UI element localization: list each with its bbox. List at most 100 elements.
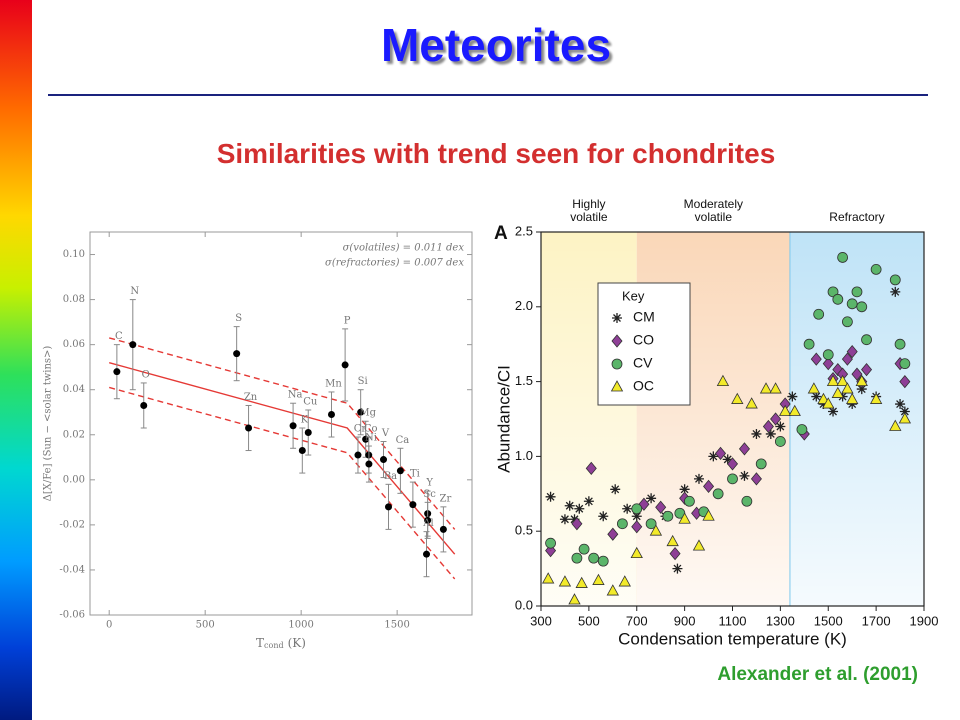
marker: [571, 517, 583, 531]
marker: [841, 382, 854, 394]
point-label: Co: [364, 424, 378, 435]
x-tick-label: 1300: [766, 613, 795, 628]
marker: [842, 316, 853, 328]
marker: [846, 392, 859, 404]
point-label: Sc: [423, 489, 436, 500]
x-tick-label: 1700: [862, 613, 891, 628]
marker: [788, 404, 801, 416]
marker: [895, 399, 906, 410]
point-label: K: [301, 415, 309, 426]
marker: [811, 391, 822, 402]
marker: [662, 510, 674, 522]
fit-line: [109, 386, 456, 580]
marker: [646, 493, 657, 504]
x-tick-label: 1100: [719, 613, 747, 628]
marker: [837, 252, 849, 263]
legend-label: OC: [633, 378, 654, 394]
point-label: Y: [425, 478, 433, 489]
marker: [574, 503, 585, 514]
region-label: Highly: [572, 197, 605, 211]
marker: [559, 514, 570, 525]
y-tick-label: -0.02: [59, 519, 85, 530]
legend-label: CM: [633, 309, 655, 325]
marker: [810, 352, 822, 366]
marker: [870, 263, 882, 275]
marker: [751, 428, 762, 439]
marker: [571, 552, 583, 564]
point: [439, 525, 447, 533]
point-label: O: [142, 369, 150, 380]
legend-marker: [612, 313, 622, 323]
marker: [745, 397, 758, 409]
marker: [899, 406, 910, 417]
marker: [851, 367, 863, 381]
y-tick-label: 1.5: [515, 373, 533, 388]
marker: [606, 584, 619, 596]
y-tick-label: 0.10: [63, 249, 85, 260]
marker: [741, 495, 753, 507]
marker: [796, 424, 808, 435]
marker: [898, 412, 912, 424]
slide-title: Meteorites: [380, 19, 612, 71]
marker: [630, 546, 643, 559]
legend-marker: [611, 334, 623, 348]
y-tick-label: 0.02: [63, 429, 85, 440]
marker: [818, 399, 829, 410]
point: [354, 451, 362, 459]
point-label: Na: [288, 390, 303, 401]
x-tick-label: 1500: [814, 613, 843, 628]
point-label: Mg: [359, 408, 376, 419]
marker: [889, 274, 901, 286]
marker: [762, 419, 774, 434]
marker: [616, 518, 628, 530]
y-tick-label: -0.04: [59, 564, 85, 575]
fit-line: [109, 361, 456, 555]
marker: [622, 503, 633, 514]
point: [396, 467, 404, 475]
marker: [588, 552, 600, 564]
annotation: σ(volatiles) = 0.011 dex: [343, 243, 465, 254]
marker: [564, 500, 575, 511]
marker: [631, 511, 642, 522]
marker: [693, 473, 704, 484]
point: [384, 503, 392, 511]
point: [113, 368, 121, 376]
marker: [655, 500, 667, 514]
marker: [666, 534, 679, 547]
point-label: Zr: [440, 493, 452, 504]
point: [365, 460, 373, 468]
marker: [727, 473, 738, 485]
point: [357, 408, 365, 416]
marker: [678, 512, 691, 524]
marker: [679, 484, 690, 495]
region-label: volatile: [570, 210, 608, 224]
y-tick-label: 0.0: [515, 597, 533, 612]
point: [362, 435, 370, 443]
marker: [631, 503, 643, 515]
annotation: σ(refractories) = 0.007 dex: [325, 258, 464, 269]
point-label: P: [344, 315, 351, 326]
marker: [846, 298, 858, 310]
marker: [558, 575, 572, 587]
point: [245, 424, 253, 432]
marker: [774, 436, 786, 447]
marker: [575, 576, 588, 588]
y-tick-label: 0.04: [63, 384, 85, 395]
marker: [542, 572, 555, 584]
point-label: N: [130, 286, 139, 297]
point-label: Zn: [244, 392, 258, 403]
marker: [803, 338, 815, 350]
panel-label: A: [494, 223, 508, 244]
marker: [610, 484, 621, 495]
point: [341, 361, 349, 369]
marker: [851, 286, 863, 298]
marker: [726, 457, 739, 471]
legend-marker: [610, 380, 624, 392]
color-bar: [0, 0, 32, 720]
fit-line: [109, 337, 456, 530]
marker: [861, 363, 873, 377]
legend-label: CO: [633, 332, 654, 348]
point: [233, 350, 241, 358]
point-label: Si: [358, 376, 368, 387]
